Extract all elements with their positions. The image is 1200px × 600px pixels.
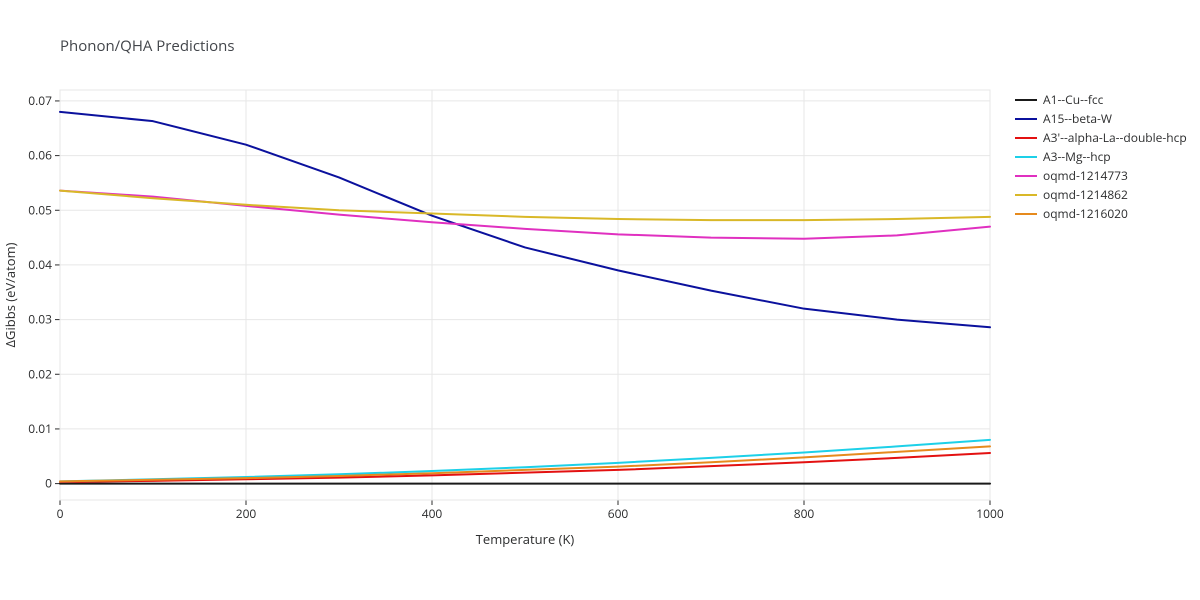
legend-item[interactable]: oqmd-1214773: [1015, 166, 1187, 185]
legend-item[interactable]: oqmd-1216020: [1015, 204, 1187, 223]
plot-area[interactable]: [60, 90, 990, 500]
legend-swatch: [1015, 118, 1037, 120]
ytick-label: 0: [45, 475, 52, 492]
chart-container: { "title": "Phonon/QHA Predictions", "ti…: [0, 0, 1200, 600]
legend-swatch: [1015, 175, 1037, 177]
legend-swatch: [1015, 156, 1037, 158]
legend-label: A1--Cu--fcc: [1043, 91, 1103, 108]
legend-swatch: [1015, 137, 1037, 139]
xtick-label: 800: [794, 505, 815, 522]
legend-item[interactable]: A15--beta-W: [1015, 109, 1187, 128]
legend-item[interactable]: oqmd-1214862: [1015, 185, 1187, 204]
legend-label: oqmd-1214773: [1043, 167, 1128, 184]
xtick-label: 0: [57, 505, 64, 522]
ytick-label: 0.07: [28, 92, 52, 109]
legend-item[interactable]: A3--Mg--hcp: [1015, 147, 1187, 166]
legend: A1--Cu--fcc A15--beta-W A3'--alpha-La--dou…: [1015, 90, 1187, 223]
x-axis-label: Temperature (K): [476, 530, 575, 548]
ytick-label: 0.04: [28, 256, 52, 273]
legend-label: A15--beta-W: [1043, 110, 1112, 127]
legend-label: A3'--alpha-La--double-hcp: [1043, 129, 1187, 146]
legend-item[interactable]: A3'--alpha-La--double-hcp: [1015, 128, 1187, 147]
chart-title: Phonon/QHA Predictions: [60, 36, 235, 56]
y-axis-label: ΔGibbs (eV/atom): [1, 242, 19, 347]
legend-swatch: [1015, 213, 1037, 215]
legend-item[interactable]: A1--Cu--fcc: [1015, 90, 1187, 109]
xtick-label: 200: [236, 505, 257, 522]
xtick-label: 1000: [976, 505, 1004, 522]
legend-label: A3--Mg--hcp: [1043, 148, 1111, 165]
legend-label: oqmd-1216020: [1043, 205, 1128, 222]
ytick-label: 0.06: [28, 147, 52, 164]
ytick-label: 0.03: [28, 311, 52, 328]
ytick-label: 0.01: [28, 420, 52, 437]
ytick-label: 0.02: [28, 365, 52, 382]
legend-swatch: [1015, 99, 1037, 101]
legend-label: oqmd-1214862: [1043, 186, 1128, 203]
xtick-label: 400: [422, 505, 443, 522]
legend-swatch: [1015, 194, 1037, 196]
xtick-label: 600: [608, 505, 629, 522]
ytick-label: 0.05: [28, 201, 52, 218]
